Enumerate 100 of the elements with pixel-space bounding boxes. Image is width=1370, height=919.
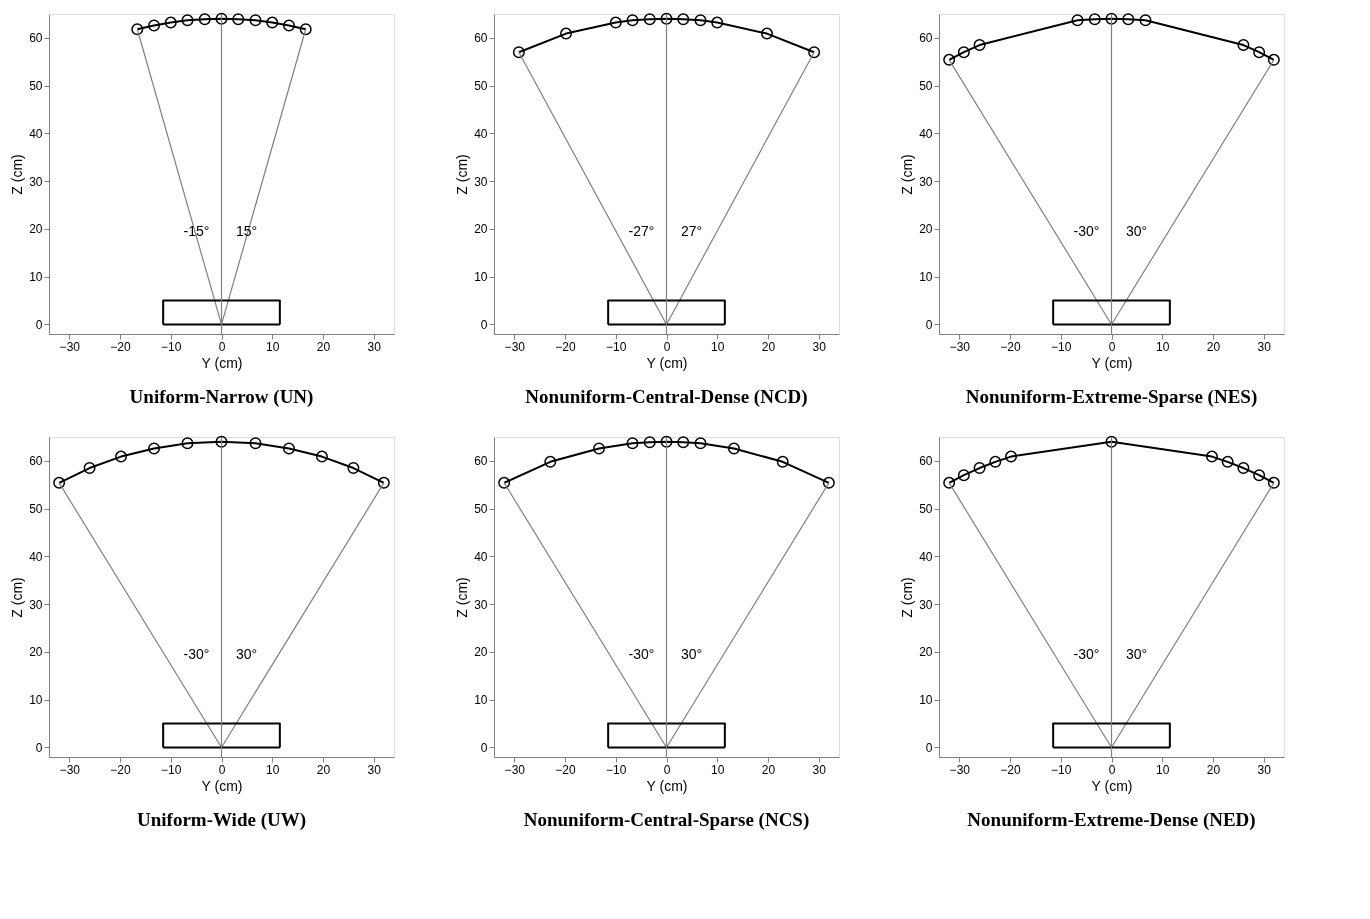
annotation: 15°	[235, 222, 258, 239]
text: Nonuniform-Extreme-Sparse (NES)	[965, 386, 1258, 408]
x-tick-label: 20	[761, 762, 776, 777]
x-tick-label: 30	[812, 762, 827, 777]
y-tick-label: 50	[919, 79, 933, 94]
x-tick-label: 30	[812, 339, 827, 354]
y-axis-title: Z (cm)	[454, 577, 471, 618]
y-tick-label: 40	[474, 126, 488, 141]
x-tick-label: 0	[663, 762, 671, 777]
y-axis-title: Z (cm)	[899, 577, 916, 618]
y-tick-label: 30	[919, 174, 933, 189]
x-tick-label: −10	[161, 339, 182, 354]
x-tick-label: 20	[316, 339, 331, 354]
text: Nonuniform-Central-Sparse (NCS)	[523, 809, 810, 831]
y-tick-label: 50	[29, 79, 43, 94]
y-tick-label: 40	[29, 126, 43, 141]
annotation: -30°	[628, 645, 655, 662]
y-tick-label: 0	[35, 317, 43, 332]
x-tick-label: −20	[555, 339, 577, 354]
x-axis-title: Y (cm)	[646, 354, 688, 371]
x-tick-label: −10	[606, 339, 627, 354]
x-tick-label: 10	[266, 762, 280, 777]
y-tick-label: 40	[919, 126, 933, 141]
annotation: -30°	[183, 645, 210, 662]
y-tick-label: 30	[474, 597, 488, 612]
text: Uniform-Narrow (UN)	[129, 386, 314, 408]
y-tick-label: 20	[29, 645, 43, 660]
x-tick-label: 20	[316, 762, 331, 777]
y-tick-label: 10	[29, 693, 43, 708]
x-tick-label: 30	[1257, 762, 1272, 777]
y-tick-label: 0	[925, 317, 933, 332]
x-tick-label: 10	[711, 762, 725, 777]
annotation: 30°	[680, 645, 703, 662]
x-tick-label: −30	[59, 339, 81, 354]
y-tick-label: 60	[29, 454, 43, 469]
x-tick-label: 0	[1108, 339, 1116, 354]
y-tick-label: 40	[29, 549, 43, 564]
x-tick-label: 10	[266, 339, 280, 354]
annotation: -15°	[183, 222, 210, 239]
annotation: 27°	[680, 222, 703, 239]
x-tick-label: 10	[1156, 339, 1170, 354]
y-tick-label: 0	[35, 740, 43, 755]
x-tick-label: −30	[949, 339, 971, 354]
y-tick-label: 60	[474, 31, 488, 46]
y-tick-label: 50	[474, 502, 488, 517]
y-tick-label: 60	[29, 31, 43, 46]
x-tick-label: −20	[110, 339, 132, 354]
y-axis-title: Z (cm)	[899, 154, 916, 195]
x-tick-label: −10	[1051, 762, 1072, 777]
annotation: -27°	[628, 222, 655, 239]
x-tick-label: 20	[1206, 339, 1221, 354]
y-tick-label: 0	[480, 317, 488, 332]
y-tick-label: 10	[29, 270, 43, 285]
annotation: 30°	[1125, 645, 1148, 662]
annotation: 30°	[235, 645, 258, 662]
y-tick-label: 20	[474, 645, 488, 660]
x-tick-label: −20	[555, 762, 577, 777]
y-tick-label: 60	[919, 31, 933, 46]
y-axis-title: Z (cm)	[454, 154, 471, 195]
y-tick-label: 30	[29, 174, 43, 189]
x-tick-label: −20	[1000, 762, 1022, 777]
y-tick-label: 30	[919, 597, 933, 612]
annotation: -30°	[1073, 222, 1100, 239]
x-tick-label: 10	[1156, 762, 1170, 777]
y-tick-label: 20	[919, 222, 933, 237]
x-tick-label: 10	[711, 339, 725, 354]
y-tick-label: 30	[474, 174, 488, 189]
x-tick-label: −10	[606, 762, 627, 777]
y-tick-label: 30	[29, 597, 43, 612]
annotation: 30°	[1125, 222, 1148, 239]
y-tick-label: 20	[474, 222, 488, 237]
y-tick-label: 10	[919, 693, 933, 708]
text: Nonuniform-Central-Dense (NCD)	[525, 386, 808, 408]
y-tick-label: 20	[919, 645, 933, 660]
x-tick-label: −30	[59, 762, 81, 777]
y-tick-label: 10	[474, 693, 488, 708]
y-tick-label: 50	[474, 79, 488, 94]
y-axis-title: Z (cm)	[9, 154, 26, 195]
y-axis-title: Z (cm)	[9, 577, 26, 618]
y-tick-label: 40	[919, 549, 933, 564]
x-axis-title: Y (cm)	[1091, 354, 1133, 371]
x-axis-title: Y (cm)	[201, 354, 243, 371]
y-tick-label: 0	[925, 740, 933, 755]
x-tick-label: 0	[218, 339, 226, 354]
x-tick-label: −10	[161, 762, 182, 777]
y-tick-label: 40	[474, 549, 488, 564]
text: Uniform-Wide (UW)	[136, 809, 307, 831]
x-tick-label: 30	[367, 762, 382, 777]
y-tick-label: 60	[919, 454, 933, 469]
x-axis-title: Y (cm)	[201, 777, 243, 794]
x-tick-label: 20	[761, 339, 776, 354]
y-tick-label: 0	[480, 740, 488, 755]
y-tick-label: 60	[474, 454, 488, 469]
x-tick-label: −30	[504, 762, 526, 777]
x-axis-title: Y (cm)	[646, 777, 688, 794]
x-tick-label: 30	[1257, 339, 1272, 354]
y-tick-label: 50	[29, 502, 43, 517]
y-tick-label: 20	[29, 222, 43, 237]
x-tick-label: −30	[949, 762, 971, 777]
x-tick-label: −20	[110, 762, 132, 777]
